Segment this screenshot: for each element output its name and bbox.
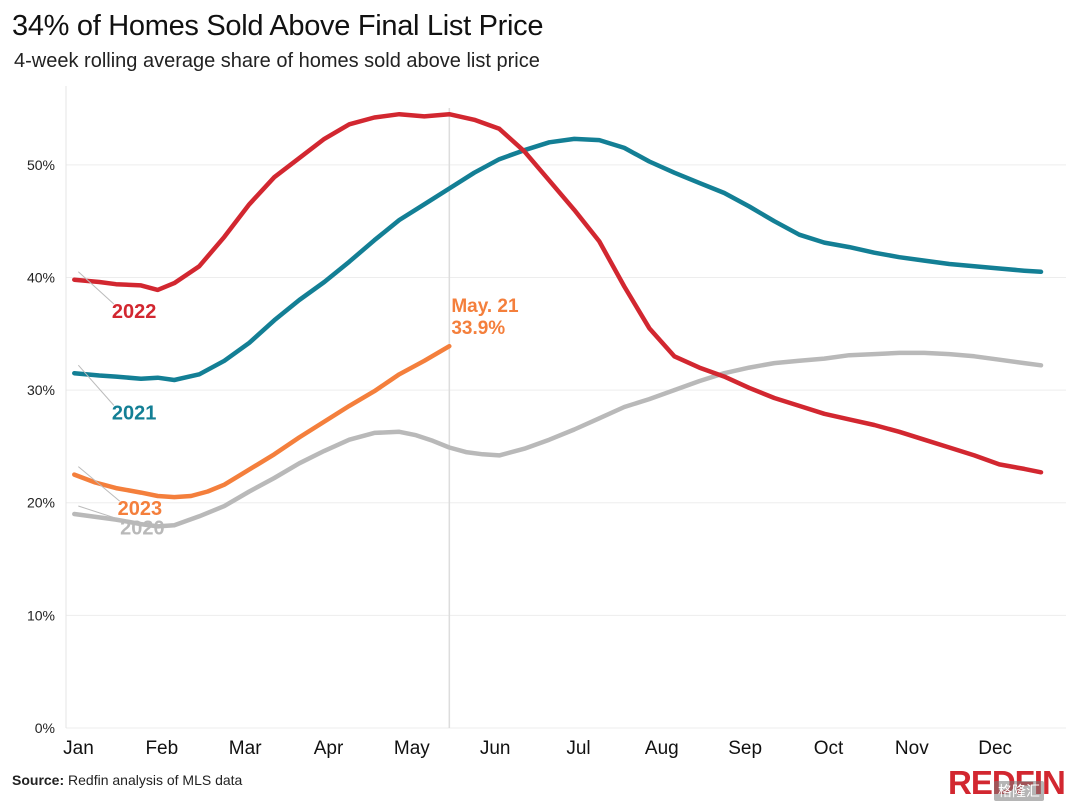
y-tick-label: 10% — [27, 607, 55, 623]
x-tick-label: Jun — [480, 738, 511, 759]
y-tick-label: 40% — [27, 269, 55, 285]
chart-title: 34% of Homes Sold Above Final List Price — [12, 10, 544, 42]
x-tick-label: May — [394, 738, 430, 759]
source-note: Source: Redfin analysis of MLS data — [12, 772, 242, 788]
x-tick-label: Aug — [645, 738, 679, 759]
x-tick-label: Mar — [229, 738, 262, 759]
y-tick-label: 50% — [27, 157, 55, 173]
x-tick-label: Oct — [814, 738, 844, 759]
y-tick-label: 20% — [27, 495, 55, 511]
x-tick-label: Sep — [728, 738, 762, 759]
series-label-2022: 2022 — [112, 301, 157, 323]
annotation-value: 33.9% — [451, 318, 505, 339]
series-label-2023: 2023 — [118, 498, 162, 520]
series-line-2020 — [72, 350, 1044, 529]
series-leader-line — [77, 271, 115, 305]
series-leader-line — [77, 364, 115, 406]
series-leader-line — [78, 505, 123, 521]
series-label-2021: 2021 — [112, 402, 157, 424]
series-line-2023 — [72, 343, 452, 500]
annotation-date: May. 21 — [451, 296, 519, 317]
source-text: Redfin analysis of MLS data — [64, 772, 243, 788]
series-line-2021 — [72, 136, 1044, 383]
x-tick-label: Feb — [145, 738, 178, 759]
watermark: 格隆汇 — [994, 781, 1044, 801]
x-tick-label: Dec — [978, 738, 1012, 759]
series-leader-line — [78, 466, 120, 502]
source-label: Source: — [12, 772, 65, 788]
y-tick-label: 30% — [27, 382, 55, 398]
y-tick-label: 0% — [35, 720, 55, 736]
chart-subtitle: 4-week rolling average share of homes so… — [14, 50, 540, 72]
x-tick-label: Jul — [566, 738, 590, 759]
x-tick-label: Apr — [314, 738, 344, 759]
series-line-2022 — [72, 111, 1044, 475]
x-tick-label: Jan — [63, 738, 94, 759]
series-label-2020: 2020 — [120, 517, 164, 539]
x-tick-label: Nov — [895, 738, 929, 759]
